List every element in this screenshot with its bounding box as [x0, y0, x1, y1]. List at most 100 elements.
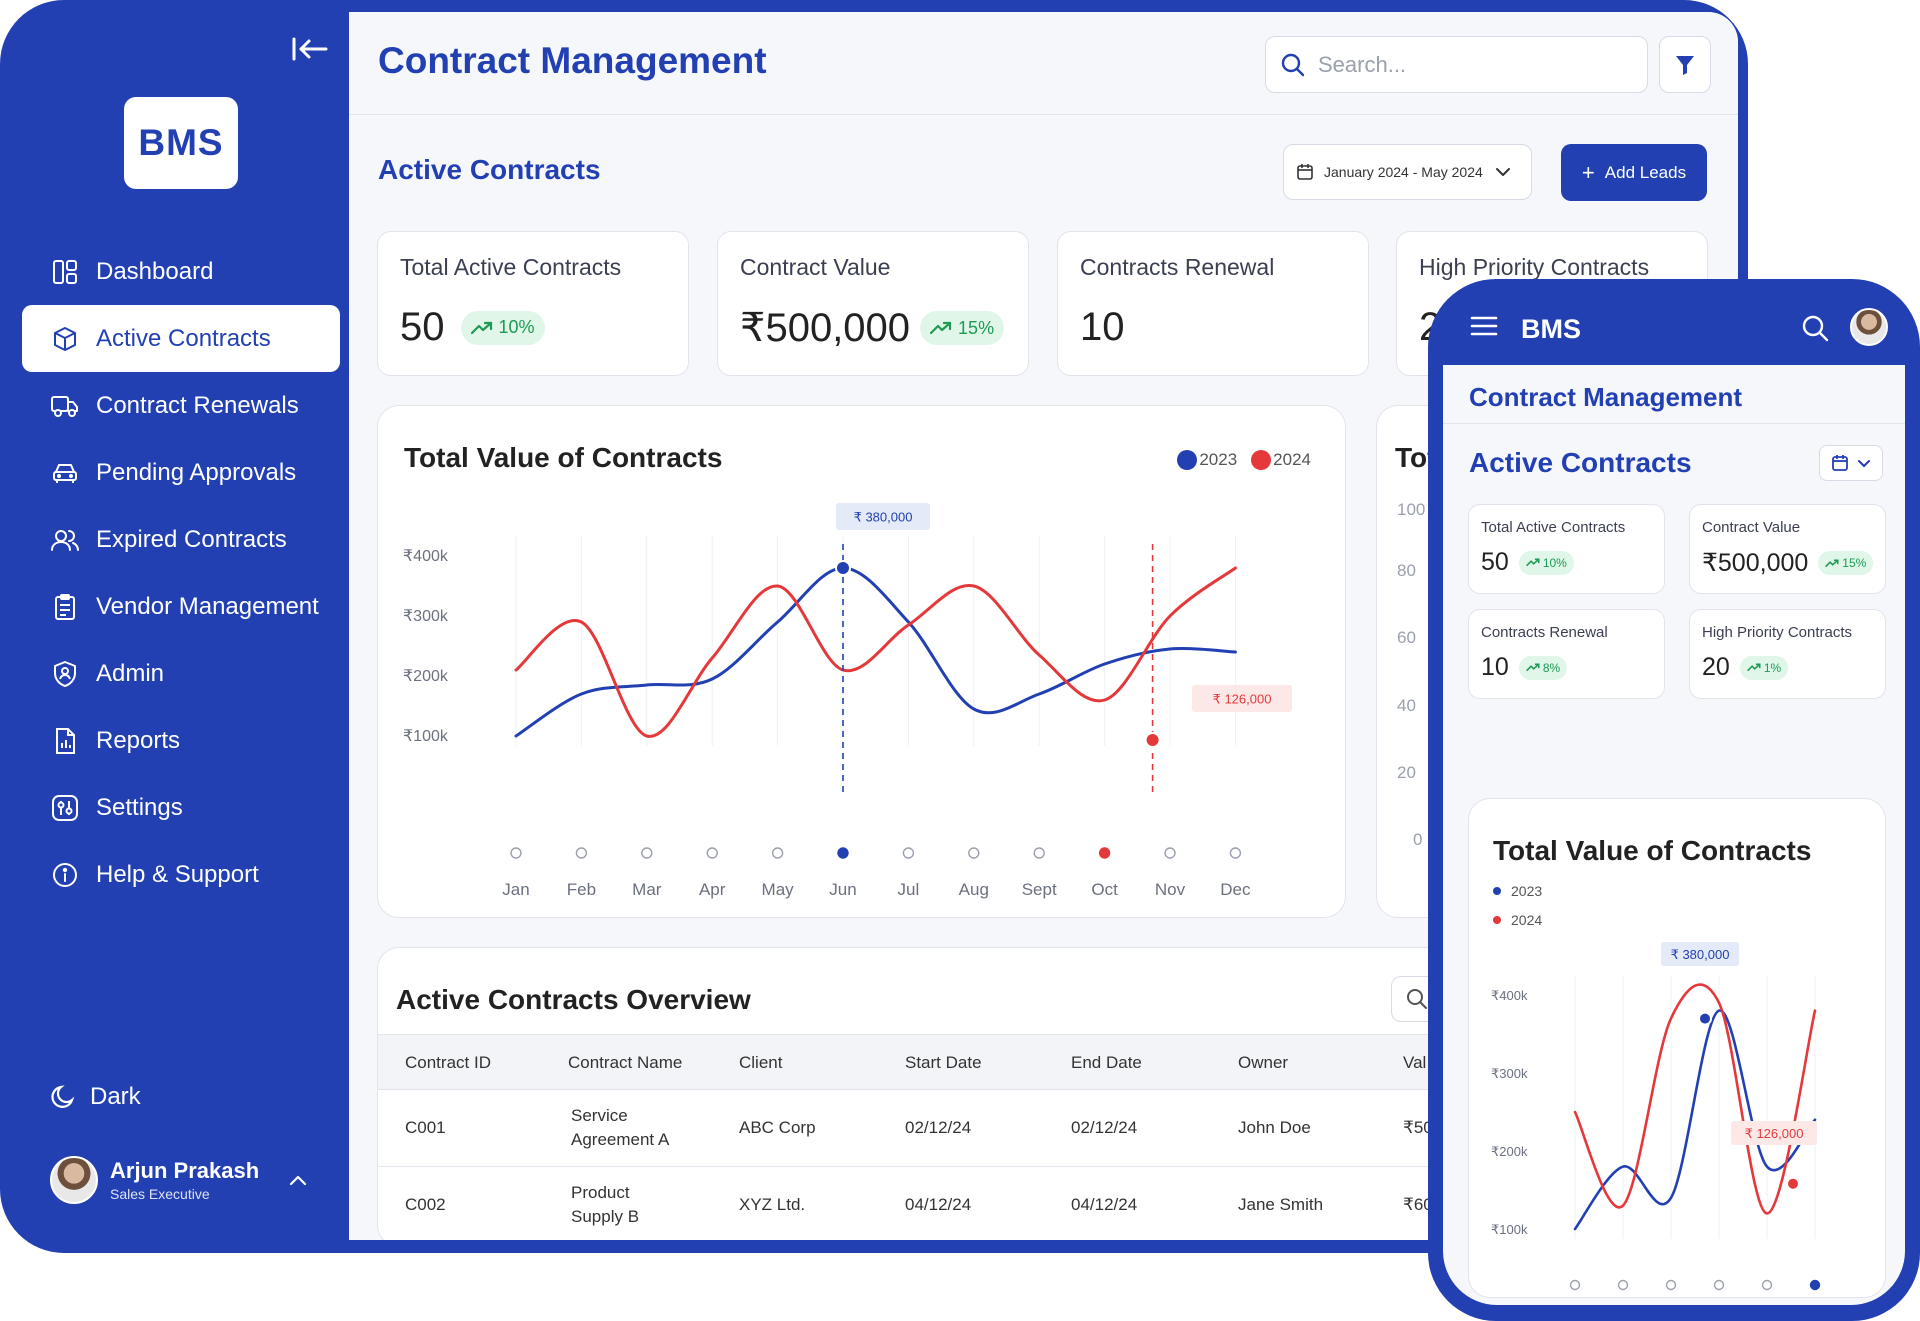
sidebar-item-active-contracts[interactable]: Active Contracts	[22, 305, 340, 372]
chart-legend: 2023 2024	[1163, 450, 1311, 470]
x-axis-marker	[1164, 847, 1176, 859]
trend-value: 10%	[1542, 555, 1567, 570]
highlight-point	[1786, 1176, 1800, 1191]
plus-icon: +	[1581, 159, 1595, 185]
dark-mode-toggle[interactable]: Dark	[50, 1083, 141, 1111]
trend-value: 10%	[498, 317, 535, 337]
stat-card-renewal[interactable]: Contracts Renewal 10 8%	[1468, 609, 1665, 699]
date-range-picker[interactable]: January 2024 - May 2024	[1283, 144, 1532, 200]
stat-row: 10 8%	[1481, 653, 1652, 682]
x-axis-marker	[1761, 1279, 1773, 1291]
cell-owner: John Doe	[1238, 1118, 1311, 1137]
column-header[interactable]: Val	[1403, 1053, 1427, 1072]
x-tick-label: Feb	[567, 880, 596, 899]
stat-row: 50 10%	[400, 305, 666, 350]
sidebar-item-label: Settings	[96, 793, 183, 821]
column-header[interactable]: Owner	[1238, 1053, 1289, 1072]
trend-value: 8%	[1542, 660, 1561, 675]
stat-card-renewal[interactable]: Contracts Renewal 10	[1057, 231, 1369, 376]
y-tick-label: ₹400k	[1491, 988, 1528, 1003]
dashboard-icon	[50, 257, 80, 287]
trend-up-icon	[470, 321, 492, 334]
column-header[interactable]: Start Date	[905, 1053, 982, 1072]
line-chart[interactable]: ₹400k₹300k₹200k₹100k₹ 380,000₹ 126,000Ja…	[1469, 799, 1887, 1299]
profile-text: Arjun Prakash Sales Executive	[110, 1158, 286, 1202]
trend-badge: 1%	[1739, 655, 1789, 680]
collapse-sidebar-button[interactable]	[288, 30, 332, 68]
data-label-box	[1661, 942, 1739, 966]
brand-logo[interactable]: BMS	[124, 97, 238, 189]
user-profile[interactable]: Arjun Prakash Sales Executive	[50, 1152, 310, 1208]
filter-button[interactable]	[1659, 36, 1711, 93]
sidebar-item-help-support[interactable]: Help & Support	[22, 841, 340, 908]
avatar[interactable]	[1850, 308, 1888, 346]
cell-start-date: 02/12/24	[905, 1118, 972, 1137]
page-title: Contract Management	[1469, 382, 1743, 412]
stat-label: High Priority Contracts	[1419, 254, 1650, 280]
table-row[interactable]: C002 Product Supply B XYZ Ltd. 04/12/24 0…	[378, 1167, 1738, 1240]
x-tick-label: Oct	[1091, 880, 1118, 899]
mobile-title-bar: Contract Management	[1443, 365, 1905, 424]
stat-card-high-priority[interactable]: High Priority Contracts 20 1%	[1689, 609, 1886, 699]
search-input[interactable]	[1318, 51, 1618, 78]
sidebar-nav: Dashboard Active Contracts Contract Rene…	[22, 238, 340, 908]
section-title: Active Contracts	[1469, 447, 1692, 478]
menu-icon[interactable]	[1470, 315, 1498, 342]
trend-up-icon	[1746, 663, 1761, 672]
sidebar-item-contract-renewals[interactable]: Contract Renewals	[22, 372, 340, 439]
column-header[interactable]: End Date	[1071, 1053, 1142, 1072]
sidebar-item-label: Dashboard	[96, 257, 214, 285]
x-tick-label: Apr	[699, 880, 726, 899]
stat-value: 10	[1481, 653, 1509, 681]
search-icon[interactable]	[1801, 314, 1829, 347]
sidebar-item-dashboard[interactable]: Dashboard	[22, 238, 340, 305]
collapse-left-icon	[292, 37, 328, 61]
sidebar-item-label: Admin	[96, 659, 165, 687]
y-tick-label: 0	[1413, 830, 1423, 849]
mobile-header: BMS	[1428, 279, 1920, 365]
sidebar-item-settings[interactable]: Settings	[22, 774, 340, 841]
truck-icon	[50, 391, 80, 421]
stat-card-total-active[interactable]: Total Active Contracts 50 10%	[377, 231, 689, 376]
stat-label: Contract Value	[1702, 519, 1801, 536]
cell-contract-id: C001	[405, 1118, 446, 1137]
avatar	[50, 1156, 98, 1204]
chevron-down-icon	[1495, 168, 1510, 176]
chart-card-total-value: Total Value of Contracts 2023 2024 ₹400k…	[377, 405, 1346, 918]
table-row[interactable]: C001 Service Agreement A ABC Corp 02/12/2…	[378, 1090, 1738, 1167]
stat-row: ₹500,000 15%	[1702, 548, 1874, 578]
add-leads-button[interactable]: + Add Leads	[1561, 144, 1707, 201]
search-icon	[1281, 53, 1305, 76]
sidebar-item-pending-approvals[interactable]: Pending Approvals	[22, 439, 340, 506]
y-tick-label: ₹100k	[403, 728, 449, 745]
sidebar-item-admin[interactable]: Admin	[22, 640, 340, 707]
cell-end-date: 02/12/24	[1071, 1118, 1138, 1137]
search-box[interactable]	[1265, 36, 1648, 93]
y-tick-label: ₹300k	[1491, 1066, 1528, 1081]
stat-card-contract-value[interactable]: Contract Value ₹500,000 15%	[1689, 504, 1886, 594]
info-icon	[50, 860, 80, 890]
stat-card-contract-value[interactable]: Contract Value ₹500,000 15%	[717, 231, 1029, 376]
series-line-2023	[1573, 1009, 1817, 1231]
column-header[interactable]: Contract Name	[568, 1053, 683, 1072]
mobile-brand[interactable]: BMS	[1521, 314, 1581, 344]
column-header[interactable]: Client	[739, 1053, 783, 1072]
stat-card-total-active[interactable]: Total Active Contracts 50 10%	[1468, 504, 1665, 594]
user-name: Arjun Prakash	[110, 1158, 260, 1183]
line-chart[interactable]: ₹400k₹300k₹200k₹100k₹ 380,000₹ 126,000Ja…	[378, 406, 1347, 919]
cell-start-date: 04/12/24	[905, 1195, 972, 1214]
mobile-content: Contract Management Active Contracts Tot…	[1443, 365, 1905, 1305]
stat-value: 10	[1080, 305, 1125, 349]
section-title: Active Contracts	[378, 154, 601, 185]
date-range-picker[interactable]	[1819, 445, 1883, 481]
highlight-point	[835, 560, 851, 576]
chevron-up-icon[interactable]	[286, 1174, 310, 1186]
sidebar-item-expired-contracts[interactable]: Expired Contracts	[22, 506, 340, 573]
mobile-chart-card: Total Value of Contracts 2023 2024 ₹400k…	[1468, 798, 1886, 1298]
sidebar-item-vendor-management[interactable]: Vendor Management	[22, 573, 340, 640]
stat-label: Contracts Renewal	[1080, 254, 1275, 280]
column-header[interactable]: Contract ID	[405, 1053, 491, 1072]
stat-value: 50	[1481, 548, 1509, 576]
sidebar-item-reports[interactable]: Reports	[22, 707, 340, 774]
